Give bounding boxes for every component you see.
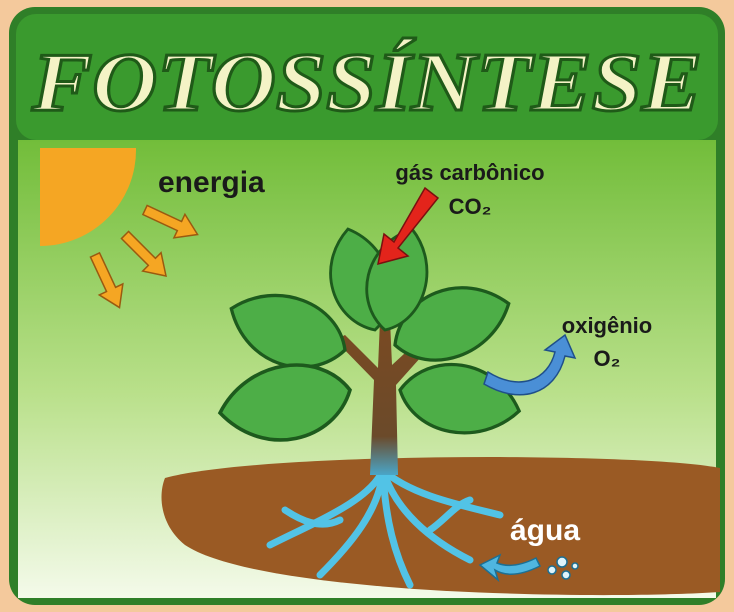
energy-label: energia bbox=[158, 166, 265, 199]
oxygen-formula: O₂ bbox=[594, 346, 621, 371]
page: FOTOSSÍNTESE energia gás carbônico CO₂ o… bbox=[0, 0, 734, 612]
water-label: água bbox=[510, 514, 580, 547]
co2-label: gás carbônico bbox=[395, 160, 544, 185]
illustration: FOTOSSÍNTESE energia gás carbônico CO₂ o… bbox=[0, 0, 734, 612]
co2-formula: CO₂ bbox=[449, 194, 492, 219]
title: FOTOSSÍNTESE bbox=[31, 36, 702, 129]
oxygen-label: oxigênio bbox=[562, 313, 652, 338]
